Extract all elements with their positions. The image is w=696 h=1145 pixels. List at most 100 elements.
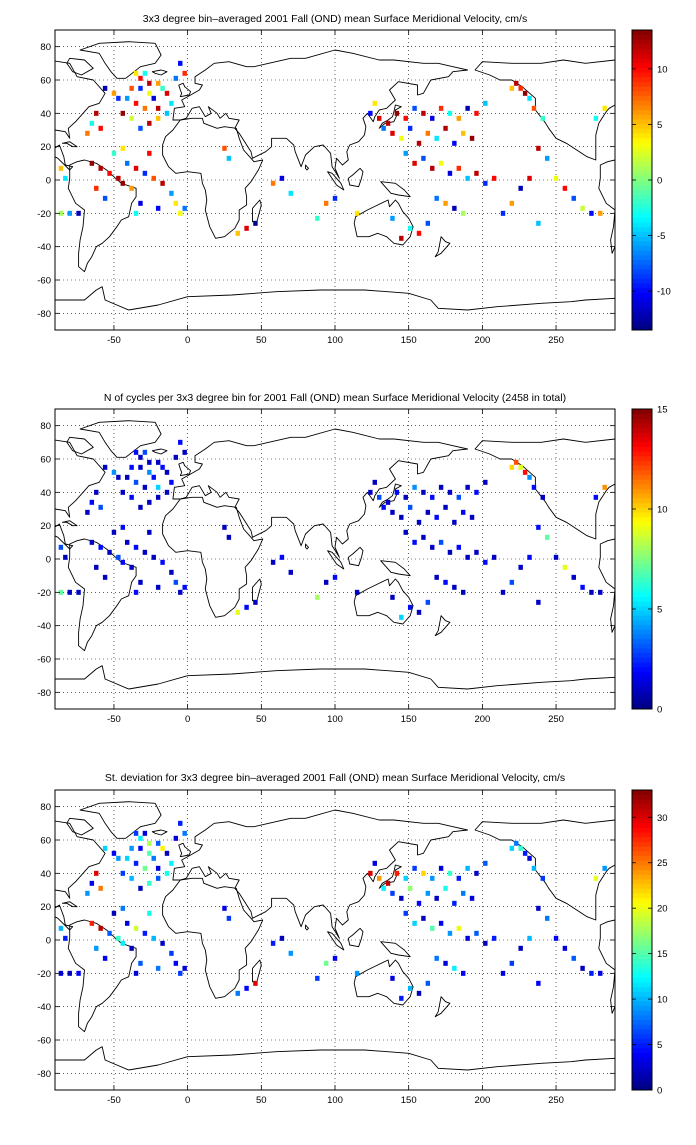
data-bin [602,484,607,490]
coastline-new-zealand [434,996,451,1018]
data-bin [94,489,99,495]
data-bin [522,90,528,96]
colorbar-segment [632,161,652,167]
data-bin [447,870,453,876]
colorbar-segment [632,156,652,162]
data-bin [155,875,161,881]
data-bin [253,220,258,226]
colorbar-segment [632,648,652,654]
colorbar-segment [632,944,652,950]
data-bin [438,539,444,545]
data-bin [102,845,108,851]
data-bin [279,935,285,941]
data-bin [403,910,408,916]
data-bin [394,870,400,876]
coastline-japan [378,864,402,889]
data-bin [138,845,143,851]
y-tick-label: -80 [37,1069,51,1080]
data-bin [147,850,152,856]
data-bin [315,215,320,221]
coastline-new-guinea [380,941,411,958]
data-bin [129,494,134,500]
data-bin [133,860,139,866]
data-bin [142,70,148,76]
colorbar-segment [632,629,652,635]
velocity-panel: 3x3 degree bin–averaged 2001 Fall (OND) … [37,13,670,346]
colorbar-segment [632,184,652,190]
data-bin [509,85,515,91]
data-bin [270,559,276,565]
data-bin [434,514,439,520]
data-bin [589,589,594,595]
data-bin [474,489,479,495]
data-bin [354,589,360,595]
coastline-baffin [66,436,94,455]
colorbar-segment [632,676,652,682]
colorbar-segment [632,925,652,932]
colorbar-segment [632,273,652,279]
colorbar-segment [632,1000,652,1007]
data-bin [593,494,599,500]
coastline-south-america-east-wrap [598,919,615,1014]
colorbar-segment [632,591,652,597]
coastline-baffin [66,817,94,836]
data-bin [509,579,515,585]
data-bin [244,225,249,231]
data-bin [253,980,258,986]
data-bin [173,579,179,585]
coastline-north-america-east-wrap [474,819,615,921]
data-bin [452,965,457,971]
data-bin [425,980,431,986]
coastline-japan [378,104,402,129]
data-bin [483,940,488,946]
colorbar-segment [632,165,652,172]
data-bin [527,554,532,560]
data-bin [222,524,227,530]
data-bin [315,594,320,600]
data-bin [182,70,187,76]
data-bin [129,875,134,881]
data-bin [474,870,479,876]
colorbar-segment [632,634,652,640]
coastline-africa [162,117,264,239]
data-bin [553,935,559,941]
colorbar-segment [632,48,652,54]
data-bin [536,220,541,226]
data-bin [111,90,117,96]
x-tick-label: 200 [474,714,490,725]
data-bin [474,110,479,116]
data-bin [76,970,81,976]
data-bin [571,195,576,201]
colorbar-segment [632,325,652,331]
data-bin [461,589,466,595]
colorbar-segment [632,902,652,908]
colorbar-segment [632,940,652,946]
colorbar-segment [632,413,652,419]
data-bin [531,105,537,111]
y-tick-label: -80 [37,688,51,699]
data-bin [553,175,559,181]
colorbar-segment [632,958,652,964]
data-bin [527,474,532,480]
data-bin [178,60,183,66]
data-bin [461,130,466,136]
data-bin [120,524,125,530]
data-bin [491,175,497,181]
data-bin [147,469,152,475]
coastline-borneo [347,927,364,948]
std-deviation-panel: St. deviation for 3x3 degree bin–average… [37,772,667,1106]
data-bin [407,885,413,891]
data-bin [412,539,417,545]
data-bin [447,170,453,176]
data-bin [434,135,439,141]
x-tick-label: 50 [256,335,267,346]
data-bin [142,930,148,936]
x-tick-label: 0 [185,1095,190,1106]
coastline-japan [378,483,402,508]
data-bin [116,175,121,181]
data-bin [434,574,439,580]
coastline-greenland [79,41,162,79]
data-bin [602,865,607,871]
data-bin [522,850,528,856]
data-bin [133,449,139,455]
